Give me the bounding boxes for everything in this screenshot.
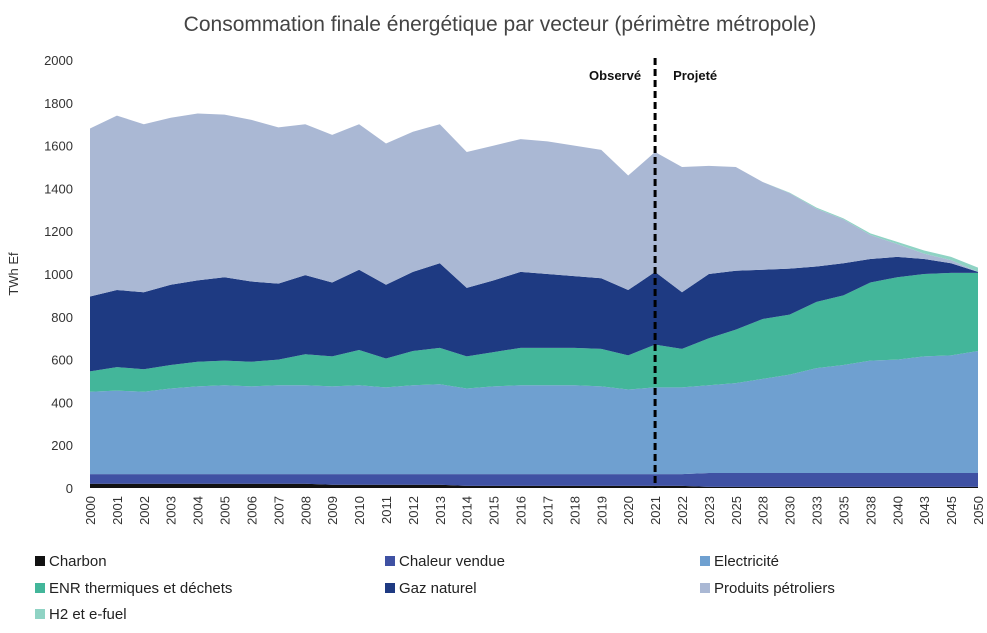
x-tick-label: 2017 xyxy=(540,496,555,525)
y-tick-label: 1400 xyxy=(44,181,73,196)
legend-label: Produits pétroliers xyxy=(714,580,835,597)
y-tick-label: 400 xyxy=(51,395,73,410)
y-axis-label: TWh Ef xyxy=(6,252,21,296)
legend-swatch xyxy=(700,556,710,566)
x-tick-label: 2013 xyxy=(433,496,448,525)
annotation: Projeté xyxy=(673,68,717,83)
x-tick-label: 2012 xyxy=(406,496,421,525)
y-tick-label: 600 xyxy=(51,353,73,368)
x-tick-label: 2001 xyxy=(110,496,125,525)
x-tick-label: 2009 xyxy=(325,496,340,525)
legend-swatch xyxy=(35,583,45,593)
x-tick-label: 2050 xyxy=(971,496,986,525)
x-tick-label: 2011 xyxy=(379,496,394,524)
legend-swatch xyxy=(700,583,710,593)
x-tick-label: 2006 xyxy=(244,496,259,525)
legend-label: H2 et e-fuel xyxy=(49,606,127,623)
x-tick-label: 2015 xyxy=(487,496,502,525)
x-tick-label: 2033 xyxy=(810,496,825,525)
area xyxy=(90,351,978,475)
legend-label: Gaz naturel xyxy=(399,580,477,597)
x-tick-label: 2008 xyxy=(298,496,313,525)
x-tick-label: 2020 xyxy=(621,496,636,525)
area xyxy=(90,272,978,392)
x-tick-label: 2045 xyxy=(944,496,959,525)
y-tick-label: 200 xyxy=(51,438,73,453)
x-tick-label: 2005 xyxy=(218,496,233,525)
x-tick-label: 2000 xyxy=(83,496,98,525)
y-tick-label: 1600 xyxy=(44,139,73,154)
y-tick-label: 2000 xyxy=(44,53,73,68)
x-tick-label: 2030 xyxy=(783,496,798,525)
x-tick-label: 2021 xyxy=(648,496,663,525)
x-tick-label: 2019 xyxy=(594,496,609,525)
y-tick-label: 0 xyxy=(66,481,73,496)
legend-swatch xyxy=(35,609,45,619)
x-tick-label: 2035 xyxy=(836,496,851,525)
y-tick-label: 800 xyxy=(51,310,73,325)
x-tick-label: 2010 xyxy=(352,496,367,525)
x-tick-label: 2002 xyxy=(137,496,152,525)
y-tick-label: 1800 xyxy=(44,96,73,111)
legend-swatch xyxy=(385,556,395,566)
x-tick-label: 2040 xyxy=(890,496,905,525)
x-tick-label: 2023 xyxy=(702,496,717,525)
x-tick-label: 2014 xyxy=(460,496,475,525)
x-tick-label: 2038 xyxy=(863,496,878,525)
chart-title: Consommation finale énergétique par vect… xyxy=(184,13,817,36)
y-tick-label: 1200 xyxy=(44,224,73,239)
legend-swatch xyxy=(385,583,395,593)
area xyxy=(90,256,978,372)
x-tick-label: 2043 xyxy=(917,496,932,525)
x-tick-label: 2016 xyxy=(514,496,529,525)
x-tick-label: 2004 xyxy=(191,496,206,525)
x-tick-label: 2028 xyxy=(756,496,771,525)
x-tick-label: 2025 xyxy=(729,496,744,525)
annotation: Observé xyxy=(589,68,641,83)
x-tick-label: 2007 xyxy=(271,496,286,525)
area xyxy=(90,473,978,487)
area xyxy=(90,113,978,297)
legend-swatch xyxy=(35,556,45,566)
legend-label: Chaleur vendue xyxy=(399,553,505,570)
x-tick-label: 2022 xyxy=(675,496,690,525)
x-tick-label: 2018 xyxy=(567,496,582,525)
legend-label: Charbon xyxy=(49,553,107,570)
y-tick-label: 1000 xyxy=(44,267,73,282)
legend-label: ENR thermiques et déchets xyxy=(49,580,232,597)
legend-label: Electricité xyxy=(714,553,779,570)
x-tick-label: 2003 xyxy=(164,496,179,525)
